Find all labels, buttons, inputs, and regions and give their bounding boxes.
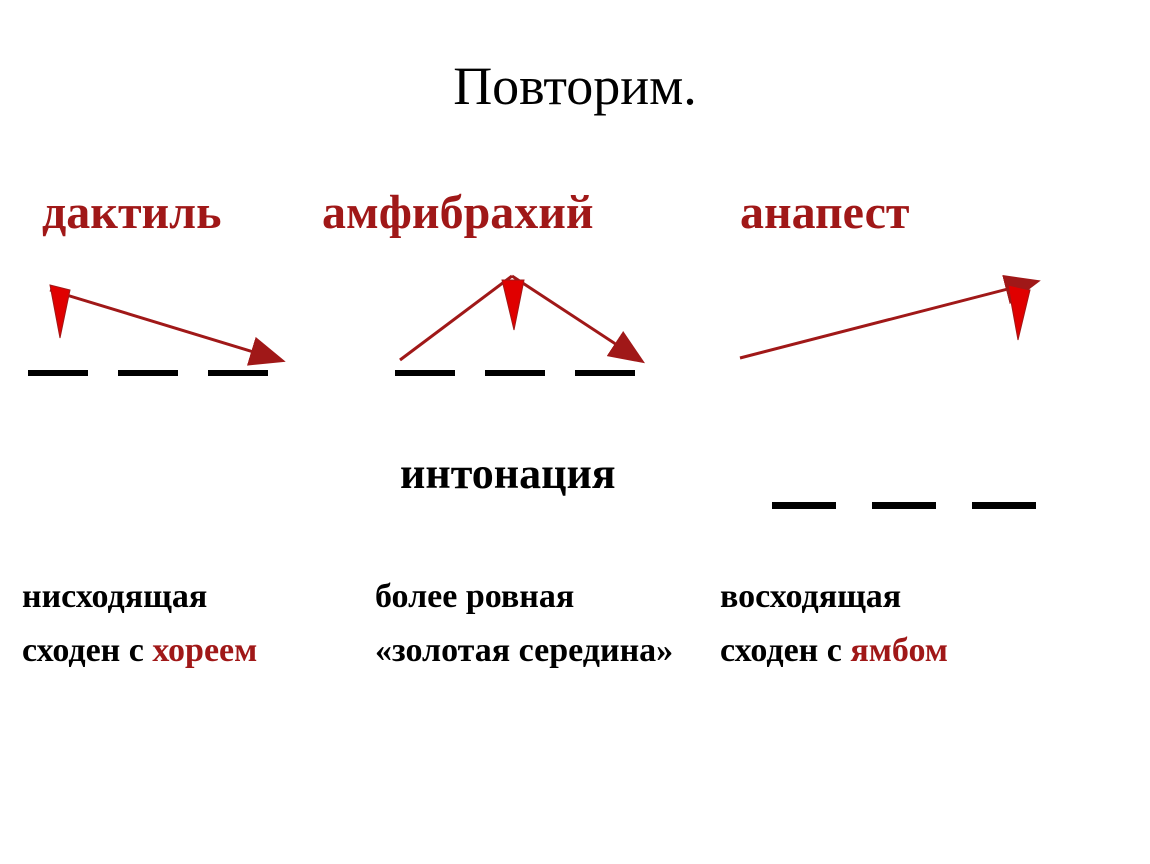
intonation-arrow bbox=[740, 282, 1035, 358]
dash bbox=[208, 370, 268, 376]
desc-daktil: нисходящаясходен с хореем bbox=[22, 570, 257, 679]
stress-triangle bbox=[50, 285, 70, 338]
diagram-anapest bbox=[740, 282, 1036, 509]
stress-triangle bbox=[1008, 285, 1030, 340]
diagram-svg bbox=[0, 0, 1150, 864]
intonation-line-up bbox=[400, 276, 512, 360]
stress-triangle bbox=[502, 280, 524, 330]
dash bbox=[118, 370, 178, 376]
dash bbox=[972, 502, 1036, 509]
dash bbox=[395, 370, 455, 376]
desc-anapest: восходящаясходен с ямбом bbox=[720, 570, 948, 679]
dash bbox=[485, 370, 545, 376]
dash bbox=[28, 370, 88, 376]
desc-amfibrachiy: более ровная«золотая середина» bbox=[375, 570, 673, 679]
dash bbox=[772, 502, 836, 509]
dash bbox=[872, 502, 936, 509]
intonation-arrow bbox=[50, 290, 280, 360]
dash bbox=[575, 370, 635, 376]
intonation-arrow bbox=[512, 276, 640, 360]
diagram-daktil bbox=[28, 285, 280, 376]
diagram-amfibrachiy bbox=[395, 276, 640, 376]
